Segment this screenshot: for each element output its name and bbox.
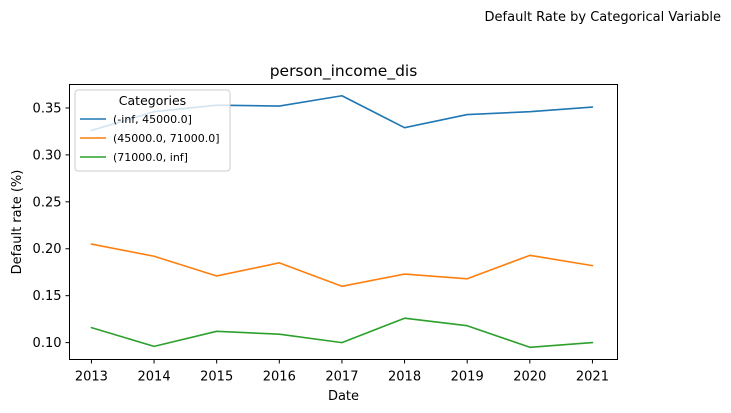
y-tick-label: 0.20 (33, 242, 62, 257)
y-tick-label: 0.10 (33, 336, 62, 351)
y-axis-label: Default rate (%) (10, 170, 25, 275)
x-tick-label: 2020 (513, 370, 546, 385)
x-axis-label: Date (328, 389, 359, 404)
axes-layer: 2013 2014 2015 2016 2017 2018 2019 2020 2021 0.10… (33, 101, 609, 384)
legend: Categories (-inf, 45000.0] (45000.0, 7100… (74, 89, 231, 172)
legend-title: Categories (119, 93, 186, 108)
x-tick-label: 2016 (263, 370, 296, 385)
x-tick-label: 2018 (388, 370, 421, 385)
series-line-1 (90, 243, 594, 288)
series-line-2 (90, 317, 594, 349)
x-tick-label: 2014 (138, 370, 171, 385)
x-tick-label: 2019 (451, 370, 484, 385)
legend-label-1: (45000.0, 71000.0] (113, 132, 220, 145)
y-tick-label: 0.30 (33, 148, 62, 163)
x-tick-label: 2015 (200, 370, 233, 385)
y-tick-label: 0.25 (33, 195, 62, 210)
x-tick-label: 2021 (576, 370, 609, 385)
legend-frame (74, 89, 231, 172)
y-tick-label: 0.15 (33, 289, 62, 304)
y-tick-label: 0.35 (33, 101, 62, 116)
figure-suptitle: Default Rate by Categorical Variable (485, 10, 721, 25)
legend-label-0: (-inf, 45000.0] (113, 113, 192, 126)
x-tick-label: 2017 (325, 370, 358, 385)
chart-title: person_income_dis (270, 62, 418, 81)
legend-label-2: (71000.0, inf] (113, 151, 188, 164)
x-tick-label: 2013 (75, 370, 108, 385)
